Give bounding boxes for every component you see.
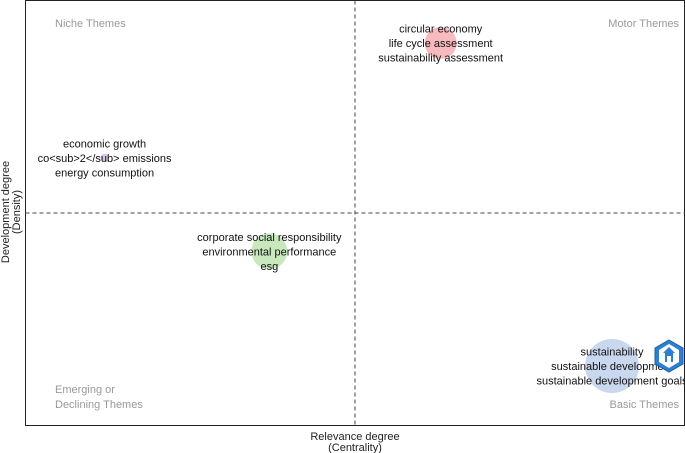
cluster-keyword: economic growth [63,138,146,150]
cluster-keyword: co<sub>2</sub> emissions [38,153,172,165]
cluster-keyword: life cycle assessment [389,38,493,50]
y-axis-subtitle: (Density) [11,190,23,234]
cluster-keyword: sustainability assessment [378,53,503,65]
cluster-bubble-1 [424,27,457,59]
cluster-keyword: circular economy [399,24,483,36]
x-axis-title: Relevance degree [310,431,399,443]
cluster-bubble-2 [100,153,109,162]
quadrant-label-declining: Declining Themes [55,399,143,411]
quadrant-label-basic: Basic Themes [610,399,680,411]
cluster-keyword: energy consumption [55,167,154,179]
cluster-keyword: sustainable development goals [536,376,685,388]
x-axis-subtitle: (Centrality) [328,442,382,453]
quadrant-label-niche: Niche Themes [55,18,126,30]
cluster-keyword: sustainable development [551,361,673,373]
cluster-keyword: esg [260,261,278,273]
quadrant-label-emerging: Emerging or [55,384,115,396]
quadrant-label-motor: Motor Themes [608,18,679,30]
cluster-bubble-4 [585,339,640,393]
cluster-keyword: sustainability [581,347,644,359]
y-axis-title: Development degree [0,161,12,263]
cluster-bubble-3 [251,233,288,270]
logo-icon [654,339,684,373]
cluster-keyword: environmental performance [202,246,336,258]
cluster-keyword: corporate social responsibility [197,232,342,244]
